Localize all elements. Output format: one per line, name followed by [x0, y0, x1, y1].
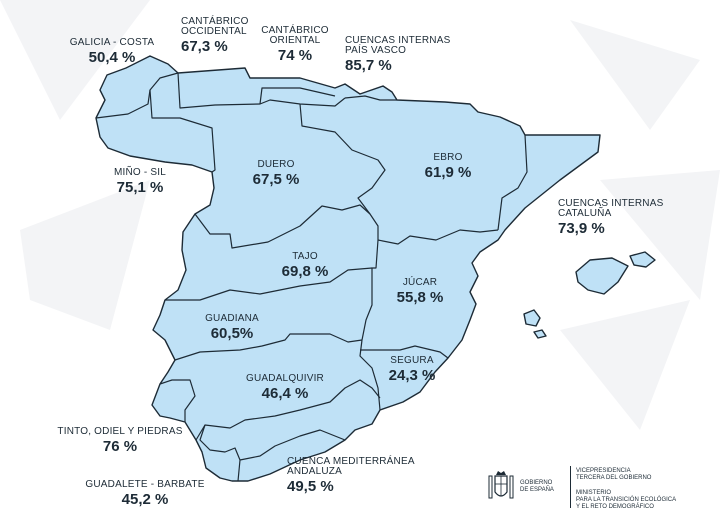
basin-value: 49,5 % [287, 478, 334, 495]
basin-name: EBRO [433, 152, 463, 163]
divider-cantabrico [177, 72, 346, 109]
ministry-line: MINISTERIO [576, 489, 612, 496]
background-shape [600, 170, 720, 300]
divider-guadiana-guadalquivir [174, 333, 363, 361]
basin-value: 67,3 % [181, 38, 228, 55]
background-shape [560, 300, 690, 430]
basin-value: 69,8 % [281, 263, 329, 280]
basin-value: 45,2 % [121, 491, 169, 508]
basin-name: GALICIA - COSTA [69, 37, 155, 48]
island-formentera [533, 329, 547, 339]
gov-line: GOBIERNO [520, 480, 553, 486]
divider-duero-ebro [299, 103, 386, 240]
divider-tinto-odiel [159, 379, 196, 422]
label-cataluna: CUENCAS INTERNAS CATALUÑA 73,9 % [558, 198, 678, 237]
label-tajo: TAJO 69,8 % [265, 251, 345, 280]
basin-name: TINTO, ODIEL Y PIEDRAS [57, 426, 183, 437]
footer-logos: GOBIERNO DE ESPAÑA VICEPRESIDENCIA TERCE… [480, 462, 710, 512]
ministry-line: PARA LA TRANSICIÓN ECOLÓGICA [576, 496, 677, 503]
label-segura: SEGURA 24,3 % [372, 355, 452, 384]
ministry-line: TERCERA DEL GOBIERNO [576, 474, 652, 481]
basin-name: PAÍS VASCO [345, 45, 407, 56]
divider-pais-vasco [344, 95, 397, 101]
peninsula-outline [95, 55, 601, 482]
basin-value: 60,5% [210, 325, 254, 342]
basin-name: TAJO [292, 251, 318, 262]
basin-name: GUADALQUIVIR [246, 373, 324, 384]
label-cuenca-mediterranea: CUENCA MEDITERRÁNEA ANDALUZA 49,5 % [287, 456, 417, 495]
footer-divider [570, 466, 571, 508]
basin-name: OCCIDENTAL [181, 26, 247, 37]
basin-value: 73,9 % [558, 220, 605, 237]
background-shape [570, 20, 700, 130]
ministry-line: Y EL RETO DEMOGRÁFICO [576, 503, 654, 510]
divider-mino-duero [149, 89, 216, 173]
island-ibiza [523, 309, 541, 327]
label-mino-sil: MIÑO - SIL 75,1 % [100, 167, 180, 196]
gov-line: DE ESPAÑA [520, 486, 554, 493]
coat-of-arms-icon [488, 471, 514, 499]
label-pais-vasco: CUENCAS INTERNAS PAÍS VASCO 85,7 % [345, 35, 455, 74]
label-guadalquivir: GUADALQUIVIR 46,4 % [235, 373, 335, 402]
basin-name: CATALUÑA [558, 208, 612, 219]
basin-name: ORIENTAL [269, 35, 321, 46]
basin-value: 67,5 % [252, 171, 300, 188]
basin-name: SEGURA [390, 355, 434, 366]
basin-name: GUADALETE - BARBATE [85, 479, 205, 490]
island-mallorca [575, 257, 629, 295]
divider-tajo-jucar [361, 239, 379, 341]
label-guadalete-barbate: GUADALETE - BARBATE 45,2 % [80, 479, 210, 508]
divider-ebro-cataluna [497, 134, 528, 231]
label-ebro: EBRO 61,9 % [408, 152, 488, 181]
label-duero: DUERO 67,5 % [236, 159, 316, 188]
divider-guadalquivir-south [195, 379, 381, 441]
basin-value: 24,3 % [388, 367, 436, 384]
divider-mediterranea [239, 429, 346, 461]
basin-value: 55,8 % [396, 289, 444, 306]
basin-name: CUENCA MEDITERRÁNEA [287, 456, 415, 467]
basin-value: 61,9 % [424, 164, 472, 181]
divider-ebro-jucar [377, 229, 499, 245]
basin-value: 85,7 % [345, 57, 392, 74]
label-guadiana: GUADIANA 60,5% [192, 313, 272, 342]
basin-name: CANTÁBRICO [261, 25, 329, 36]
basin-value: 74 % [277, 47, 313, 64]
basin-name: JÚCAR [402, 277, 438, 288]
basin-value: 75,1 % [116, 179, 164, 196]
basin-name: ANDALUZA [287, 466, 342, 477]
basin-name: CANTÁBRICO [181, 16, 249, 27]
ministry-wordmark: VICEPRESIDENCIA TERCERA DEL GOBIERNO MIN… [576, 468, 676, 510]
background-shape [20, 180, 150, 330]
divider-tajo-guadiana [165, 267, 373, 301]
basin-name: CUENCAS INTERNAS [345, 35, 451, 46]
label-tinto-odiel: TINTO, ODIEL Y PIEDRAS 76 % [50, 426, 190, 455]
divider-duero-tajo [194, 204, 371, 249]
label-cantabrico-occidental: CANTÁBRICO OCCIDENTAL 67,3 % [181, 16, 271, 55]
basin-name: MIÑO - SIL [113, 167, 166, 178]
divider-segura [359, 339, 381, 411]
label-galicia-costa: GALICIA - COSTA 50,4 % [62, 37, 162, 66]
basin-value: 46,4 % [261, 385, 309, 402]
background-shape [0, 0, 150, 120]
island-menorca [629, 251, 656, 268]
label-jucar: JÚCAR 55,8 % [380, 277, 460, 306]
basin-name: CUENCAS INTERNAS [558, 198, 664, 209]
basin-value: 50,4 % [88, 49, 136, 66]
divider-galicia-mino [95, 72, 179, 119]
basin-name: DUERO [257, 159, 295, 170]
divider-jucar-segura [360, 345, 449, 359]
government-wordmark: GOBIERNO DE ESPAÑA [520, 480, 554, 494]
label-cantabrico-oriental: CANTÁBRICO ORIENTAL 74 % [255, 25, 335, 64]
basin-value: 76 % [102, 438, 138, 455]
basin-name: GUADIANA [205, 313, 259, 324]
ministry-line: VICEPRESIDENCIA [576, 468, 631, 474]
divider-cantabrico-oriental [259, 87, 336, 105]
